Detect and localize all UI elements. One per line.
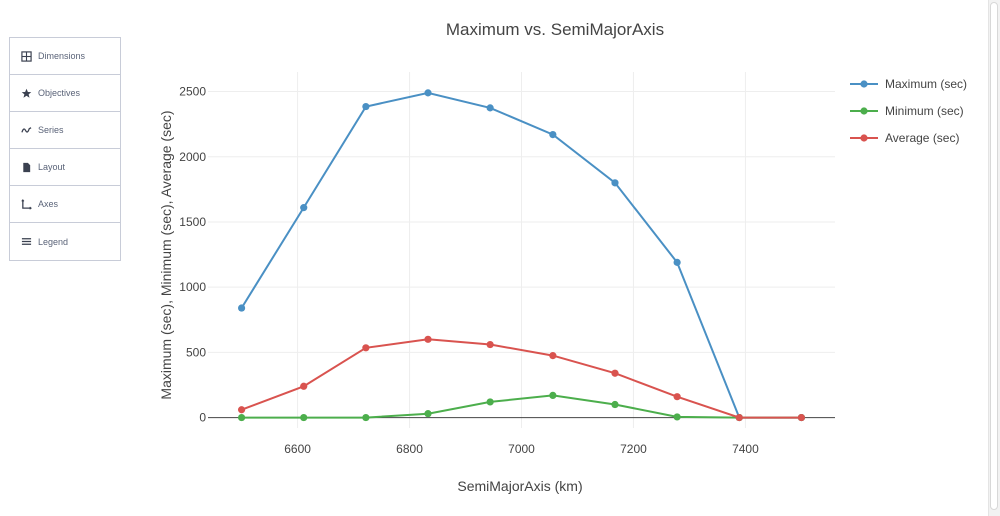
chart-grid bbox=[208, 72, 835, 428]
y-tick-label: 2000 bbox=[179, 150, 206, 164]
data-point bbox=[611, 369, 619, 377]
legend-swatch-marker bbox=[860, 80, 868, 88]
data-point bbox=[362, 413, 370, 422]
data-point bbox=[673, 258, 681, 266]
legend-entry: Maximum (sec) bbox=[885, 77, 967, 91]
data-point bbox=[362, 344, 370, 352]
data-point bbox=[424, 410, 432, 418]
chart-title: Maximum vs. SemiMajorAxis bbox=[446, 20, 664, 39]
list-icon bbox=[20, 236, 32, 248]
y-tick-label: 0 bbox=[199, 411, 206, 425]
series-line-0 bbox=[240, 91, 802, 419]
menu-item-legend[interactable]: Legend bbox=[10, 223, 120, 260]
menu-item-axes[interactable]: Axes bbox=[10, 186, 120, 223]
wave-icon bbox=[20, 124, 32, 136]
data-point bbox=[549, 130, 557, 139]
series-line-1 bbox=[241, 394, 802, 419]
chart-legend: Maximum (sec) Minimum (sec) Average (sec) bbox=[850, 77, 967, 145]
y-tick-label: 1500 bbox=[179, 215, 206, 229]
menu-label-dimensions: Dimensions bbox=[38, 51, 86, 61]
series-line-2 bbox=[241, 338, 802, 419]
data-point bbox=[735, 413, 743, 422]
data-point bbox=[486, 104, 494, 112]
data-point bbox=[237, 413, 246, 422]
x-tick-label: 7200 bbox=[620, 442, 647, 456]
data-point bbox=[673, 393, 681, 401]
data-point bbox=[237, 304, 246, 312]
x-tick-label: 7000 bbox=[508, 442, 535, 456]
scrollbar[interactable] bbox=[988, 0, 1000, 516]
y-tick-label: 500 bbox=[186, 345, 206, 359]
x-tick-label: 7400 bbox=[732, 442, 759, 456]
axes-icon bbox=[20, 198, 32, 210]
y-axis-title: Maximum (sec), Minimum (sec), Average (s… bbox=[158, 110, 174, 399]
data-point bbox=[611, 179, 619, 187]
y-tick-label: 1000 bbox=[179, 280, 206, 294]
data-point bbox=[797, 413, 806, 422]
legend-swatch-marker bbox=[860, 107, 868, 115]
data-point bbox=[611, 400, 619, 409]
menu-item-dimensions[interactable]: Dimensions bbox=[10, 38, 120, 75]
data-point bbox=[362, 102, 370, 111]
legend-entry: Average (sec) bbox=[885, 131, 959, 145]
data-point bbox=[549, 391, 557, 399]
data-point bbox=[424, 89, 432, 97]
document-icon bbox=[20, 161, 32, 173]
data-point bbox=[673, 413, 681, 421]
legend-entry: Minimum (sec) bbox=[885, 104, 964, 118]
data-point bbox=[549, 352, 557, 360]
menu-label-axes: Axes bbox=[38, 199, 59, 209]
data-point bbox=[486, 340, 494, 349]
star-icon bbox=[20, 87, 32, 99]
data-point bbox=[237, 406, 246, 414]
menu-item-layout[interactable]: Layout bbox=[10, 149, 120, 186]
data-point bbox=[424, 335, 432, 343]
x-axis-title: SemiMajorAxis (km) bbox=[457, 478, 582, 494]
side-menu: Dimensions Objectives Series Layout Axes… bbox=[9, 37, 121, 261]
menu-label-layout: Layout bbox=[38, 162, 66, 172]
table-grid-icon bbox=[20, 50, 32, 62]
data-point bbox=[300, 413, 308, 422]
menu-label-legend: Legend bbox=[38, 236, 69, 247]
menu-item-objectives[interactable]: Objectives bbox=[10, 75, 120, 112]
y-tick-label: 2500 bbox=[179, 85, 206, 99]
x-tick-label: 6800 bbox=[396, 442, 423, 456]
data-point bbox=[300, 204, 308, 212]
menu-label-series: Series bbox=[38, 125, 64, 135]
scrollbar-thumb[interactable] bbox=[990, 2, 998, 510]
menu-label-objectives: Objectives bbox=[38, 88, 81, 98]
chart-series bbox=[237, 89, 806, 422]
data-point bbox=[300, 382, 308, 390]
menu-item-series[interactable]: Series bbox=[10, 112, 120, 149]
data-point bbox=[486, 398, 494, 406]
x-tick-label: 6600 bbox=[284, 442, 311, 456]
legend-swatch-marker bbox=[860, 134, 868, 142]
